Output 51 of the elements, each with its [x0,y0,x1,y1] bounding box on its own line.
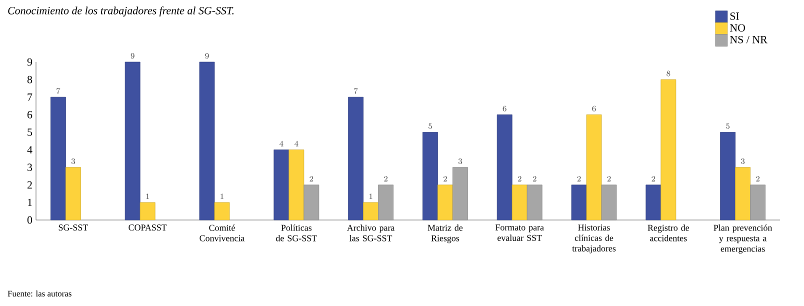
source-note: Fuente: las autoras [8,290,72,296]
bar [452,167,468,220]
bar [586,114,602,220]
legend-label: SI [730,12,739,20]
bar [124,62,140,220]
y-tick-label: 3 [28,164,32,172]
y-tick-label: 9 [27,58,32,66]
x-tick-label: Comité Convivencia [200,224,245,242]
x-tick-label: Formato para evaluar SST [495,224,544,241]
legend-label: NO [730,24,746,32]
y-tick-label: 0 [27,216,32,224]
y-tick-label: 6 [27,110,32,118]
y-tick-label: 5 [28,128,32,136]
bar [735,167,751,220]
y-tick-label: 8 [27,76,32,84]
bar [496,114,512,220]
bar [304,184,320,220]
bar [660,79,676,220]
bar [50,96,66,220]
y-tick-label: 1 [28,198,32,206]
bar [140,202,156,220]
bar [288,150,304,220]
bar [512,184,528,220]
x-tick-label: Archivo para las SG-SST [347,224,395,242]
y-tick-label: 7 [28,94,32,101]
bar [363,202,379,220]
bar [66,167,81,220]
x-tick-label: Registro de accidentes [648,224,690,242]
y-tick-label: 2 [27,181,32,189]
x-tick-label: Plan prevención y respuesta a emergencias [714,224,772,254]
bar [214,202,230,220]
bar [750,184,766,220]
bar [199,62,215,220]
x-tick-label: COPASST [128,224,167,231]
x-tick-label: Políticas de SG-SST [276,224,317,242]
y-tick-label: 4 [27,146,32,154]
x-tick-label: Matriz de Riesgos [428,224,463,244]
bar [348,96,364,220]
bar [422,132,438,220]
bar [646,184,662,220]
x-tick-label: SG-SST [58,224,88,231]
bar [438,184,453,220]
bar [571,184,587,220]
chart-title: Conocimiento de los trabajadores frente al SG-SST. [8,6,234,17]
bar [720,132,736,220]
bar [526,184,542,220]
bar [274,150,290,220]
bar [378,184,394,220]
legend-label: NS / NR [730,36,768,44]
x-tick-label: Historias clínicas de trabajadores [572,224,616,254]
bar [601,184,617,220]
